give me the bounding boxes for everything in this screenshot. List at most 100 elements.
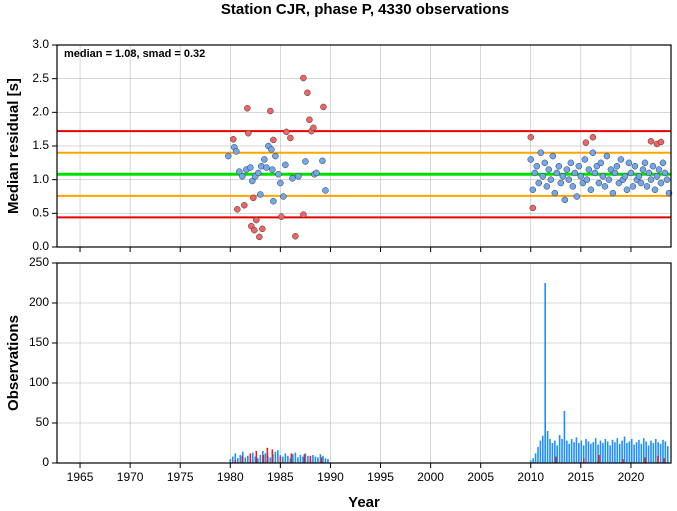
bar: [299, 455, 302, 463]
point: [253, 216, 260, 224]
point: [659, 159, 667, 167]
x-axis-title: Year: [348, 494, 380, 511]
point: [289, 175, 296, 182]
bar: [628, 441, 631, 463]
point: [300, 74, 307, 82]
y-tick-label: 3.0: [32, 37, 49, 51]
point: [322, 187, 329, 194]
bar: [312, 455, 314, 463]
point: [559, 173, 567, 180]
bar: [606, 441, 609, 463]
plot-frame: [56, 262, 672, 464]
point: [251, 226, 258, 234]
bar: [282, 456, 284, 463]
point: [631, 162, 639, 170]
x-tick-label: 1975: [167, 470, 194, 484]
x-tick-label: 1970: [117, 470, 144, 484]
point: [555, 162, 563, 170]
point: [611, 169, 619, 177]
bar: [594, 438, 597, 463]
bar: [319, 454, 322, 463]
point: [635, 173, 643, 180]
point: [319, 157, 326, 165]
y-tick-label: 1.0: [32, 172, 49, 186]
point: [629, 183, 637, 190]
point: [287, 134, 294, 142]
y-tick-label: 250: [29, 255, 49, 269]
point: [639, 166, 647, 173]
bar: [662, 439, 664, 463]
bar: [585, 439, 587, 463]
y-tick-label: 200: [29, 295, 49, 309]
point: [583, 176, 591, 183]
point: [531, 169, 539, 177]
bar: [249, 453, 252, 463]
point: [597, 159, 605, 167]
bar: [236, 458, 239, 463]
point: [591, 169, 599, 177]
bar: [642, 438, 645, 463]
bar: [537, 447, 539, 463]
bar: [555, 456, 557, 463]
point: [234, 206, 241, 213]
bar: [241, 455, 244, 463]
bar: [666, 446, 669, 463]
point: [549, 152, 557, 160]
bar: [614, 442, 616, 463]
bar: [640, 443, 643, 463]
point: [601, 183, 609, 190]
point: [249, 177, 256, 185]
bar: [638, 439, 640, 463]
bar: [544, 283, 546, 463]
point: [623, 186, 631, 194]
bar: [287, 455, 289, 463]
bar: [284, 453, 287, 463]
point: [661, 169, 669, 177]
point: [653, 173, 661, 180]
point: [563, 166, 571, 173]
point: [565, 176, 573, 183]
point: [270, 136, 277, 144]
bar: [234, 459, 237, 463]
point: [627, 169, 635, 177]
bar: [657, 455, 659, 463]
point: [573, 193, 581, 200]
point: [561, 196, 569, 204]
bar: [532, 458, 534, 463]
point: [585, 166, 593, 173]
chart-title: Station CJR, phase P, 4330 observations: [221, 1, 509, 18]
point: [541, 159, 549, 167]
bar: [583, 458, 585, 463]
point: [655, 166, 663, 173]
bar: [534, 453, 537, 463]
point: [295, 173, 302, 180]
y-tick-label: 0.5: [32, 206, 49, 220]
bar: [558, 435, 561, 463]
bar: [561, 439, 563, 463]
bar: [626, 443, 628, 463]
point: [657, 179, 665, 187]
y-tick-label: 2.0: [32, 105, 49, 119]
bar: [317, 457, 319, 463]
bar: [546, 431, 549, 463]
bar: [618, 443, 621, 463]
point: [567, 159, 575, 167]
point: [645, 169, 653, 177]
point: [571, 169, 579, 177]
bar: [320, 457, 323, 463]
point: [575, 162, 583, 170]
point: [582, 139, 590, 146]
bar: [556, 445, 559, 463]
bar: [664, 441, 667, 463]
bar: [597, 444, 599, 463]
bar: [264, 453, 267, 463]
bar: [292, 454, 294, 463]
x-tick-label: 2020: [618, 470, 645, 484]
point: [613, 162, 621, 170]
y-tick-label: 0: [42, 455, 49, 469]
point: [581, 156, 589, 163]
point: [268, 146, 275, 153]
x-tick-label: 1995: [367, 470, 394, 484]
point: [535, 179, 543, 187]
